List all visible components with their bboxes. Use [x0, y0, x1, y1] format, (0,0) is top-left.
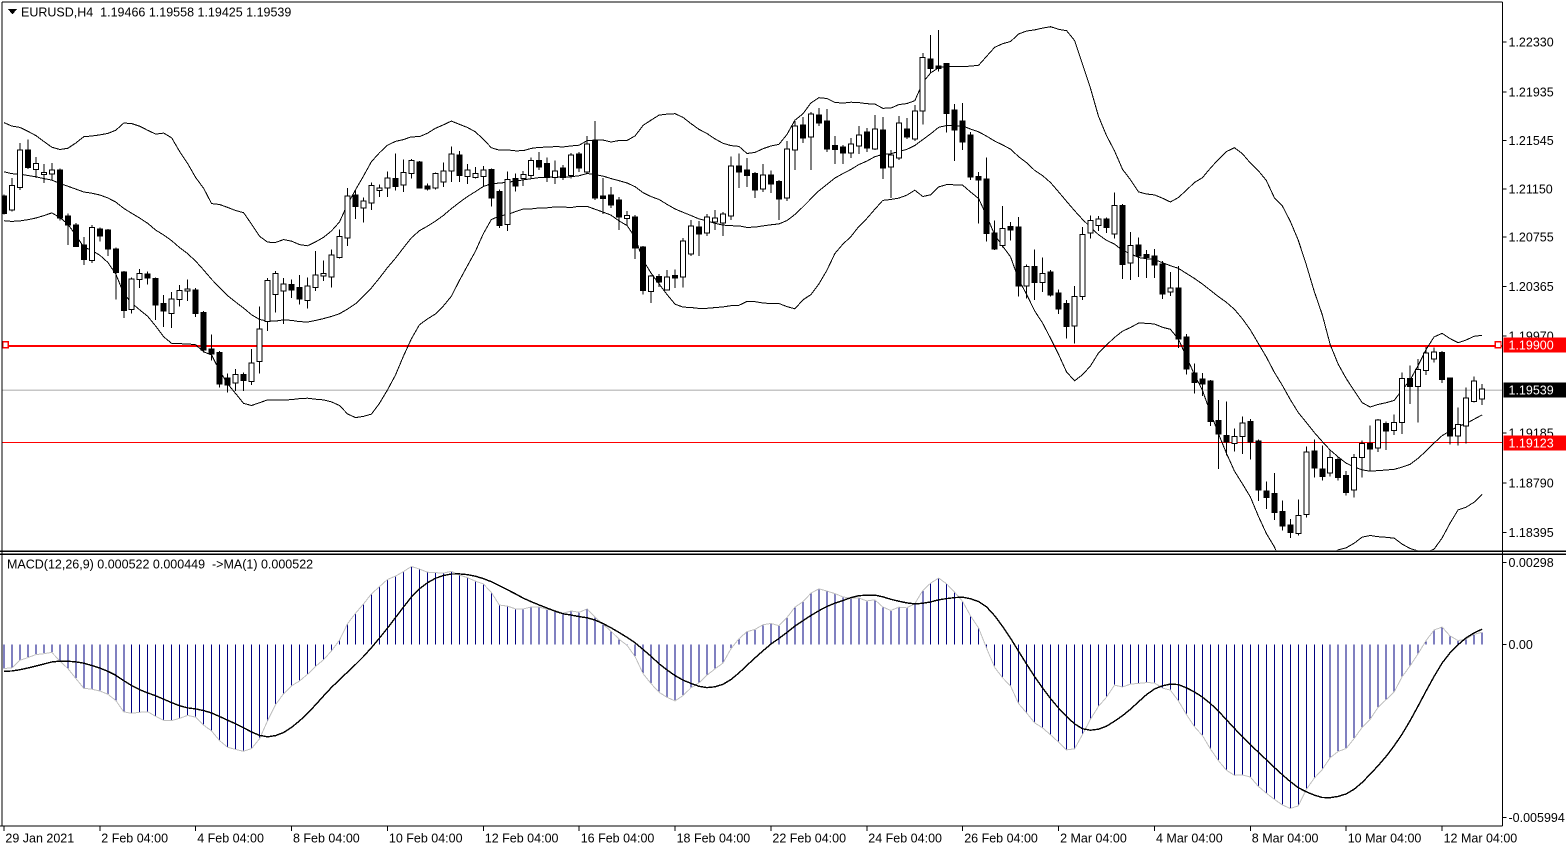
- svg-text:EURUSD,H4 1.19466 1.19558 1.1: EURUSD,H4 1.19466 1.19558 1.19425 1.1953…: [21, 6, 291, 20]
- svg-text:MACD(12,26,9) 0.000522 0.00044: MACD(12,26,9) 0.000522 0.000449 ->MA(1) …: [7, 558, 313, 572]
- svg-text:24 Feb 04:00: 24 Feb 04:00: [868, 832, 942, 846]
- svg-text:12 Mar 04:00: 12 Mar 04:00: [1444, 832, 1518, 846]
- svg-text:4 Feb 04:00: 4 Feb 04:00: [197, 832, 264, 846]
- svg-text:8 Mar 04:00: 8 Mar 04:00: [1252, 832, 1319, 846]
- svg-text:1.21150: 1.21150: [1509, 182, 1553, 196]
- svg-text:1.20365: 1.20365: [1509, 280, 1554, 294]
- svg-text:1.21545: 1.21545: [1509, 134, 1554, 148]
- svg-text:1.18790: 1.18790: [1509, 476, 1554, 490]
- svg-text:1.18395: 1.18395: [1509, 526, 1554, 540]
- svg-text:10 Feb 04:00: 10 Feb 04:00: [389, 832, 463, 846]
- svg-text:4 Mar 04:00: 4 Mar 04:00: [1156, 832, 1223, 846]
- svg-text:0.00298: 0.00298: [1509, 556, 1554, 570]
- svg-text:18 Feb 04:00: 18 Feb 04:00: [677, 832, 751, 846]
- svg-text:8 Feb 04:00: 8 Feb 04:00: [293, 832, 360, 846]
- svg-text:29 Jan 2021: 29 Jan 2021: [5, 832, 74, 846]
- svg-text:2 Feb 04:00: 2 Feb 04:00: [101, 832, 168, 846]
- svg-text:2 Mar 04:00: 2 Mar 04:00: [1060, 832, 1127, 846]
- svg-text:1.19539: 1.19539: [1509, 384, 1554, 398]
- svg-text:-0.005994: -0.005994: [1509, 811, 1565, 825]
- svg-text:26 Feb 04:00: 26 Feb 04:00: [964, 832, 1038, 846]
- svg-text:0.00: 0.00: [1509, 638, 1533, 652]
- svg-text:1.21935: 1.21935: [1509, 86, 1554, 100]
- svg-text:1.20755: 1.20755: [1509, 230, 1554, 244]
- svg-text:1.19123: 1.19123: [1509, 437, 1554, 451]
- svg-text:22 Feb 04:00: 22 Feb 04:00: [772, 832, 846, 846]
- svg-text:16 Feb 04:00: 16 Feb 04:00: [581, 832, 655, 846]
- svg-text:12 Feb 04:00: 12 Feb 04:00: [485, 832, 559, 846]
- svg-text:1.19900: 1.19900: [1509, 339, 1554, 353]
- svg-text:10 Mar 04:00: 10 Mar 04:00: [1348, 832, 1422, 846]
- svg-text:1.22330: 1.22330: [1509, 35, 1554, 49]
